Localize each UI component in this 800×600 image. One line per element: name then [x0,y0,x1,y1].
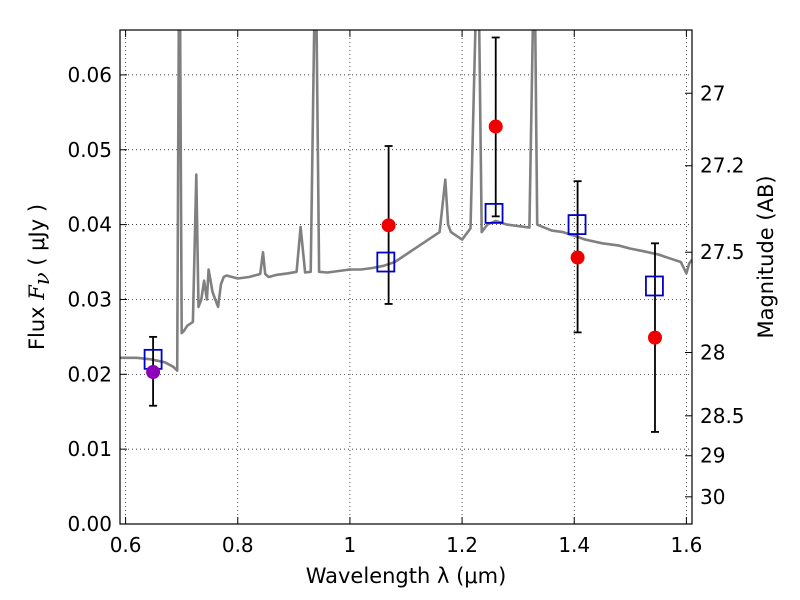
mag-tick-label: 27.5 [700,240,745,264]
model-photometry-points [143,202,664,370]
y-tick-label: 0.06 [67,63,112,87]
axis-ticks: 0.6 0.8 1 1.2 1.4 1.6 0.00 0.01 0.02 0.03 0.04 0.05… [67,30,745,557]
x-tick-label: 1.6 [670,533,702,557]
model-point [567,214,587,236]
model-spectrum [120,30,692,372]
observed-point [381,218,396,233]
x-tick-label: 1.4 [558,533,590,557]
y-tick-label: 0.05 [67,138,112,162]
y-tick-label: 0.02 [67,362,112,386]
x-tick-label: 0.8 [222,533,254,557]
observed-point [146,365,161,380]
observed-point [488,119,503,134]
y-tick-label: 0.03 [67,287,112,311]
observed-photometry-points [146,119,662,380]
y-tick-label: 0.01 [67,437,112,461]
observed-point [570,250,585,265]
mag-tick-label: 27.2 [700,154,745,178]
model-point [484,202,504,224]
model-point [376,251,396,273]
x-tick-label: 1 [344,533,357,557]
spectrum-line [120,30,692,372]
x-axis-label: Wavelength λ (μm) [306,564,507,588]
axis-labels: Wavelength λ (μm) Flux Fν ( μJy ) Magnit… [25,175,778,588]
x-tick-label: 0.6 [110,533,142,557]
mag-tick-label: 27 [700,81,725,105]
y-tick-label: 0.00 [67,512,112,536]
mag-tick-label: 28 [700,341,725,365]
model-point [645,275,664,297]
plot-frame [119,29,693,525]
y-tick-label: 0.04 [67,213,112,237]
observed-point [647,330,662,345]
x-tick-label: 1.2 [446,533,478,557]
y-axis-label-left: Flux Fν ( μJy ) [25,204,54,350]
mag-tick-label: 29 [700,444,725,468]
mag-tick-label: 28.5 [700,404,745,428]
y-axis-label-right: Magnitude (AB) [754,175,778,338]
mag-tick-label: 30 [700,485,725,509]
